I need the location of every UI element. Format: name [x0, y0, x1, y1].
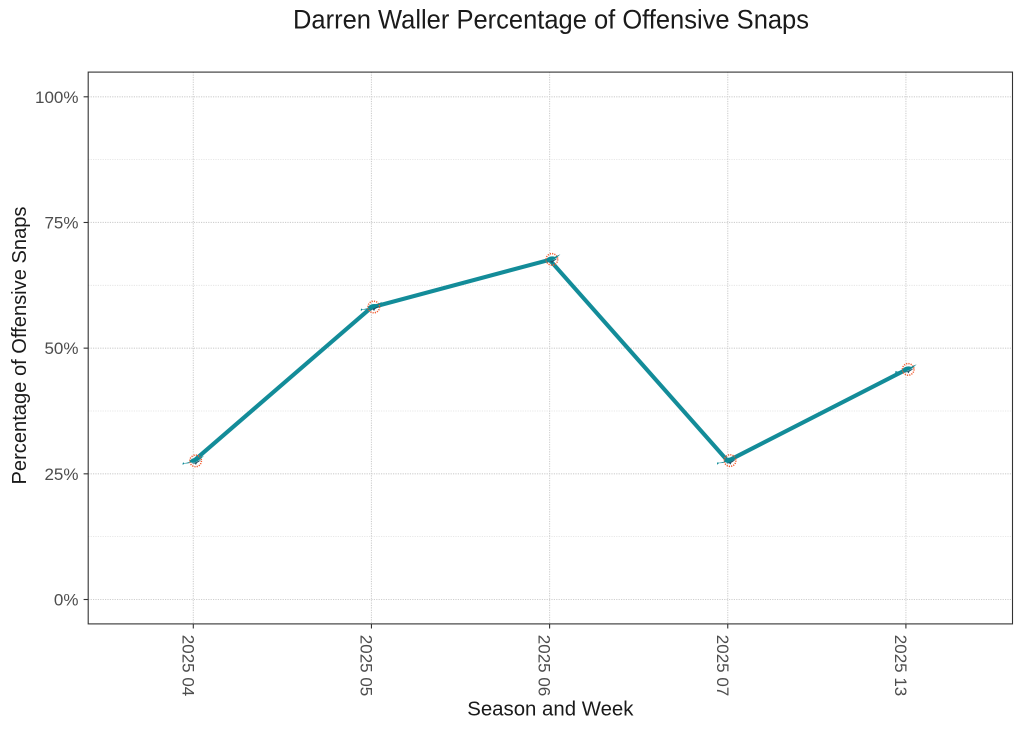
svg-text:0%: 0%	[54, 591, 79, 610]
svg-text:75%: 75%	[44, 214, 78, 233]
svg-text:2025 06: 2025 06	[535, 635, 554, 696]
svg-text:100%: 100%	[35, 88, 78, 107]
svg-text:2025 13: 2025 13	[891, 635, 910, 696]
svg-text:Percentage of Offensive Snaps: Percentage of Offensive Snaps	[9, 207, 31, 485]
svg-text:50%: 50%	[44, 339, 78, 358]
svg-text:25%: 25%	[44, 465, 78, 484]
svg-text:2025 07: 2025 07	[713, 635, 732, 696]
svg-text:2025 04: 2025 04	[178, 635, 197, 696]
svg-text:Darren Waller Percentage of Of: Darren Waller Percentage of Offensive Sn…	[293, 5, 809, 35]
svg-text:2025 05: 2025 05	[356, 635, 375, 696]
svg-text:Season and Week: Season and Week	[467, 698, 634, 720]
